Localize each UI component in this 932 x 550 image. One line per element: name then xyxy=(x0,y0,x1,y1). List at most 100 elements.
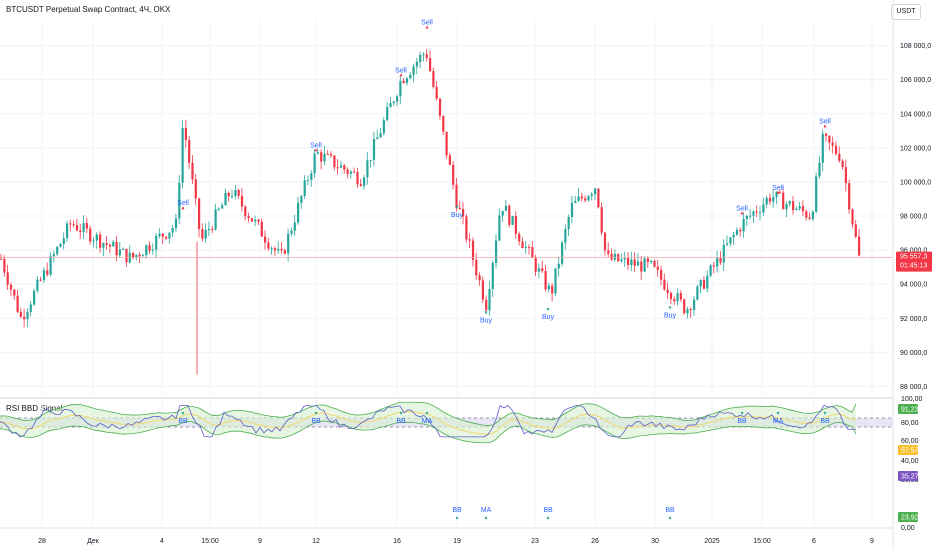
candle-body xyxy=(706,275,709,289)
candle-body xyxy=(270,248,273,250)
signal-label: Sell xyxy=(736,205,748,212)
candle-body xyxy=(458,207,461,209)
candle-body xyxy=(594,188,597,195)
candle-body xyxy=(514,215,517,234)
candle-body xyxy=(795,208,798,211)
candle-body xyxy=(283,250,286,254)
candle-body xyxy=(564,229,567,243)
candle-body xyxy=(366,160,369,178)
candle-body xyxy=(462,208,465,217)
candle-body xyxy=(346,169,349,174)
candle-body xyxy=(353,171,356,173)
upper-band-line xyxy=(0,401,857,426)
candle-body xyxy=(323,153,326,162)
rsi-value-label: 23,92 xyxy=(901,515,919,522)
candle-body xyxy=(841,160,844,168)
candle-body xyxy=(551,285,554,294)
rsi-signal-arrow xyxy=(546,516,550,519)
candle-body xyxy=(653,260,656,267)
candle-body xyxy=(26,311,29,320)
candle-body xyxy=(765,197,768,205)
candle-body xyxy=(231,195,234,197)
rsi-signal-arrow xyxy=(776,412,780,415)
candle-body xyxy=(155,235,158,250)
time-tick-label: 19 xyxy=(453,538,461,545)
candle-body xyxy=(775,191,778,198)
candle-body xyxy=(405,78,409,83)
candle-body xyxy=(495,240,498,263)
candle-body xyxy=(636,261,640,266)
candle-body xyxy=(521,241,524,249)
candle-body xyxy=(135,254,138,258)
candle-body xyxy=(198,198,201,230)
candles xyxy=(0,48,861,375)
candle-body xyxy=(508,205,511,225)
candle-body xyxy=(333,155,336,168)
candle-body xyxy=(56,247,59,255)
candle-body xyxy=(831,142,834,146)
time-tick-label: 9 xyxy=(258,538,262,545)
candle-body xyxy=(808,217,811,219)
candle-body xyxy=(151,249,154,251)
candle-body xyxy=(689,309,692,311)
rsi-signal-arrow xyxy=(425,412,429,415)
candle-body xyxy=(481,280,484,300)
rsi-value-label: 91,23 xyxy=(901,407,919,414)
candle-body xyxy=(247,216,250,219)
candle-body xyxy=(89,228,92,242)
candle-body xyxy=(356,172,359,185)
candle-body xyxy=(570,202,574,217)
rsi-signal-label-top: BB xyxy=(311,418,321,425)
candle-body xyxy=(264,236,267,243)
candle-body xyxy=(798,206,801,209)
candle-body xyxy=(392,101,395,104)
candle-body xyxy=(699,279,702,287)
candle-body xyxy=(372,139,376,160)
candle-body xyxy=(214,209,217,230)
signal-arrow xyxy=(455,205,459,209)
candle-body xyxy=(537,268,541,272)
price-tick-label: 98 000,0 xyxy=(900,214,927,221)
candle-body xyxy=(207,228,211,230)
candle-body xyxy=(448,155,451,165)
candle-body xyxy=(630,259,633,266)
candle-body xyxy=(267,242,270,249)
candle-body xyxy=(828,135,831,143)
candle-body xyxy=(613,254,616,260)
candle-body xyxy=(409,74,412,79)
time-tick-label: 4 xyxy=(160,538,164,545)
candle-body xyxy=(297,202,300,223)
candle-body xyxy=(49,256,52,275)
candle-body xyxy=(191,162,194,180)
candle-body xyxy=(805,211,808,218)
candle-body xyxy=(240,195,244,207)
candle-body xyxy=(844,167,847,184)
candle-body xyxy=(821,133,824,163)
currency-selector-button[interactable]: USDT xyxy=(891,4,921,20)
rsi-value-badge xyxy=(898,445,918,455)
candle-body xyxy=(260,221,263,237)
rsi-signal-arrow xyxy=(314,412,318,415)
candle-body xyxy=(435,86,438,99)
candle-body xyxy=(429,57,432,72)
rsi-signal-arrow xyxy=(823,412,827,415)
rsi-ma-line xyxy=(0,411,857,435)
last-price-value: 95 557,3 xyxy=(900,254,927,261)
candle-body xyxy=(422,54,425,56)
candle-body xyxy=(178,182,181,219)
rsi-signal-arrow xyxy=(455,516,459,519)
candle-body xyxy=(224,192,227,206)
candle-body xyxy=(254,219,257,222)
candle-body xyxy=(419,54,422,62)
candle-body xyxy=(36,279,39,291)
candle-body xyxy=(138,254,141,257)
candle-body xyxy=(145,245,148,256)
candle-body xyxy=(99,234,102,248)
candle-body xyxy=(739,229,742,232)
candle-body xyxy=(669,292,673,300)
rsi-tick-label: 80,00 xyxy=(901,420,919,427)
candle-body xyxy=(237,190,240,196)
candle-body xyxy=(211,228,214,230)
time-tick-label: 12 xyxy=(312,538,320,545)
